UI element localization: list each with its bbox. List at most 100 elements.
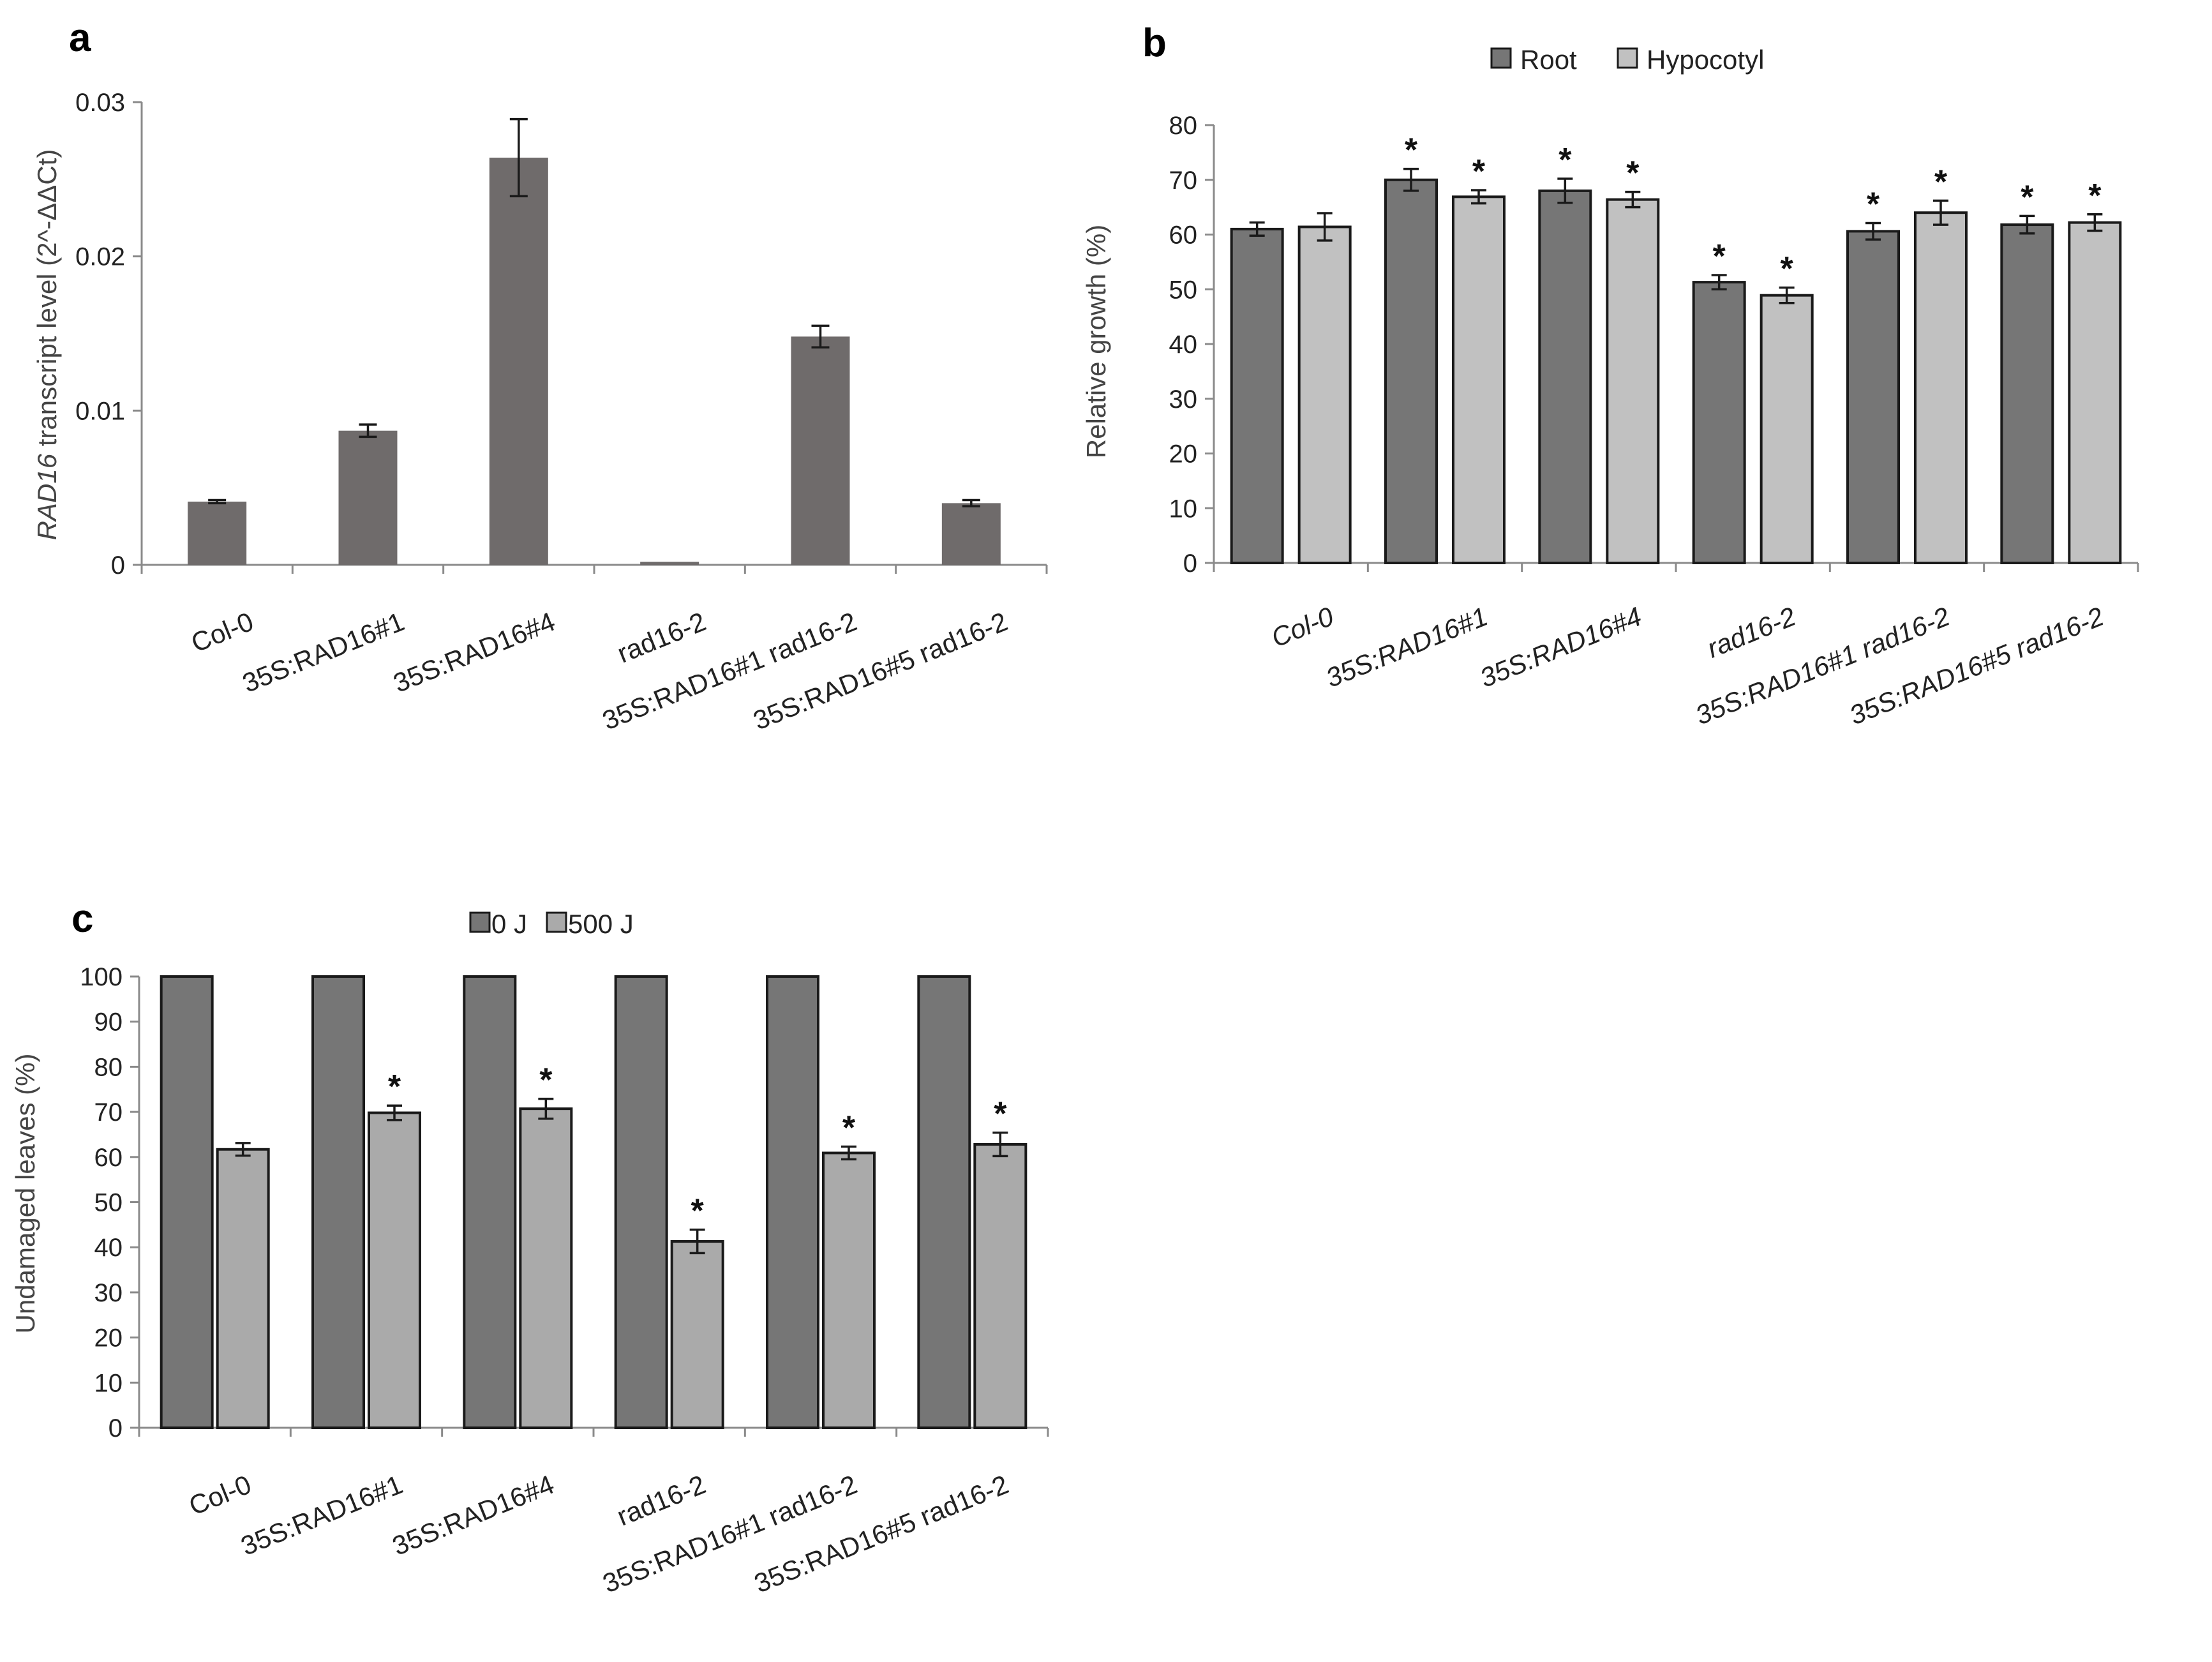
significance-star-c: * — [842, 1110, 856, 1147]
significance-star-b: * — [1934, 163, 1948, 200]
y-tick-label-b: 60 — [1169, 221, 1198, 250]
x-category-label-c: 35S:RAD16#5 rad16-2 — [750, 1469, 1013, 1599]
x-category-label-a: 35S:RAD16#1 — [238, 606, 408, 698]
bar-c-0J-5 — [917, 975, 971, 1429]
legend-label-root: Root — [1520, 45, 1577, 75]
bar-b-Hypocotyl-4 — [1914, 211, 1968, 564]
x-category-label-a: 35S:RAD16#1 rad16-2 — [598, 606, 861, 736]
bar-a-1 — [338, 430, 398, 565]
bar-c-500J-0 — [216, 1148, 270, 1429]
y-axis-label-a: RAD16 transcript level (2^-ΔΔCt) — [32, 149, 62, 541]
legend-swatch-0J — [469, 911, 491, 933]
x-category-label-c: Col-0 — [184, 1469, 255, 1521]
significance-star-b: * — [1405, 132, 1418, 169]
bar-c-500J-5 — [973, 1143, 1028, 1430]
y-label-rest-a: transcript level (2^-ΔΔCt) — [32, 149, 62, 454]
x-category-label-b: 35S:RAD16#5 rad16-2 — [1845, 601, 2108, 731]
bar-b-Root-1 — [1384, 178, 1438, 564]
legend-swatch-500J — [546, 911, 567, 933]
y-tick-label-b: 40 — [1169, 331, 1198, 359]
bar-a-2 — [489, 158, 548, 565]
bar-b-Hypocotyl-1 — [1452, 195, 1506, 564]
bar-c-500J-3 — [670, 1240, 724, 1430]
y-tick-label-a: 0 — [111, 551, 125, 580]
bar-b-Hypocotyl-3 — [1760, 294, 1814, 564]
y-tick-label-b: 20 — [1169, 440, 1198, 468]
y-tick-label-a: 0.03 — [75, 89, 125, 117]
y-tick-label-c: 90 — [94, 1008, 123, 1037]
x-category-label-a: rad16-2 — [613, 606, 710, 669]
y-tick-label-c: 40 — [94, 1234, 123, 1262]
bar-a-0 — [188, 501, 247, 565]
bar-b-Hypocotyl-0 — [1297, 225, 1352, 564]
x-category-label-c: 35S:RAD16#4 — [388, 1469, 558, 1561]
significance-star-c: * — [691, 1193, 705, 1230]
y-tick-label-c: 80 — [94, 1053, 123, 1081]
bar-c-500J-4 — [822, 1151, 876, 1429]
y-label-italic-a: RAD16 — [32, 453, 62, 540]
y-tick-label-c: 60 — [94, 1144, 123, 1172]
bar-c-0J-2 — [463, 975, 517, 1429]
x-category-label-a: Col-0 — [187, 606, 258, 658]
bar-c-0J-3 — [614, 975, 668, 1429]
bar-a-5 — [941, 503, 1001, 565]
panel-label-a: a — [69, 16, 91, 60]
y-tick-label-c: 70 — [94, 1098, 123, 1127]
bar-c-500J-1 — [368, 1111, 421, 1430]
y-tick-label-c: 10 — [94, 1369, 123, 1397]
y-tick-label-a: 0.01 — [75, 397, 125, 425]
legend-swatch-hypocotyl — [1617, 47, 1638, 69]
bar-c-0J-1 — [311, 975, 365, 1429]
legend-label-0J: 0 J — [491, 909, 527, 939]
y-tick-label-b: 30 — [1169, 386, 1198, 414]
bar-c-0J-4 — [766, 975, 819, 1429]
significance-star-c: * — [388, 1068, 401, 1105]
significance-star-b: * — [2088, 177, 2102, 214]
significance-star-c: * — [539, 1062, 553, 1099]
y-tick-label-c: 100 — [80, 963, 123, 991]
bar-a-3 — [640, 562, 699, 565]
significance-star-b: * — [1713, 238, 1726, 275]
bar-b-Hypocotyl-2 — [1606, 198, 1660, 564]
chart-a: RAD16 transcript level (2^-ΔΔCt) 0 0.01 0.… — [32, 89, 1048, 736]
y-tick-label-b: 70 — [1169, 167, 1198, 195]
bar-c-500J-2 — [519, 1107, 573, 1429]
y-tick-label-c: 0 — [108, 1414, 123, 1442]
chart-b: Relative growth (%) Root Hypocotyl 0 10 20… — [1081, 45, 2139, 731]
y-tick-label-c: 20 — [94, 1324, 123, 1352]
bar-b-Root-2 — [1538, 189, 1592, 564]
significance-star-b: * — [2021, 179, 2034, 216]
x-category-label-b: rad16-2 — [1703, 601, 1800, 664]
panel-label-b: b — [1142, 21, 1167, 65]
x-category-label-b: 35S:RAD16#1 rad16-2 — [1691, 601, 1954, 731]
x-category-label-a: 35S:RAD16#4 — [389, 606, 560, 698]
y-tick-label-c: 30 — [94, 1279, 123, 1307]
legend-label-hypocotyl: Hypocotyl — [1647, 45, 1764, 75]
x-category-label-b: 35S:RAD16#4 — [1476, 601, 1646, 693]
bar-b-Root-0 — [1230, 227, 1284, 564]
y-axis-label-b: Relative growth (%) — [1081, 225, 1111, 458]
bar-b-Root-4 — [1846, 230, 1900, 565]
significance-star-b: * — [1626, 155, 1640, 192]
chart-c: Undamaged leaves (%) 0 J 500 J 0 10 20 30 40… — [10, 909, 1049, 1599]
y-tick-label-a: 0.02 — [75, 243, 125, 271]
bar-b-Root-5 — [2000, 223, 2054, 564]
x-category-label-c: 35S:RAD16#1 rad16-2 — [599, 1469, 862, 1599]
panel-label-c: c — [71, 897, 93, 941]
bar-b-Hypocotyl-5 — [2068, 221, 2122, 564]
bar-b-Root-3 — [1692, 281, 1746, 564]
x-category-label-a: 35S:RAD16#5 rad16-2 — [749, 606, 1012, 736]
y-tick-label-b: 80 — [1169, 112, 1198, 140]
y-tick-label-b: 50 — [1169, 276, 1198, 304]
x-category-label-b: 35S:RAD16#1 — [1322, 601, 1492, 693]
x-category-label-c: 35S:RAD16#1 — [237, 1469, 407, 1561]
significance-star-b: * — [1781, 251, 1794, 288]
y-axis-label-c: Undamaged leaves (%) — [10, 1054, 40, 1334]
y-tick-label-b: 0 — [1183, 550, 1197, 578]
significance-star-b: * — [1472, 153, 1486, 190]
y-tick-label-c: 50 — [94, 1189, 123, 1217]
x-category-label-b: Col-0 — [1267, 601, 1338, 653]
significance-star-c: * — [994, 1096, 1007, 1133]
bar-a-4 — [791, 336, 850, 565]
